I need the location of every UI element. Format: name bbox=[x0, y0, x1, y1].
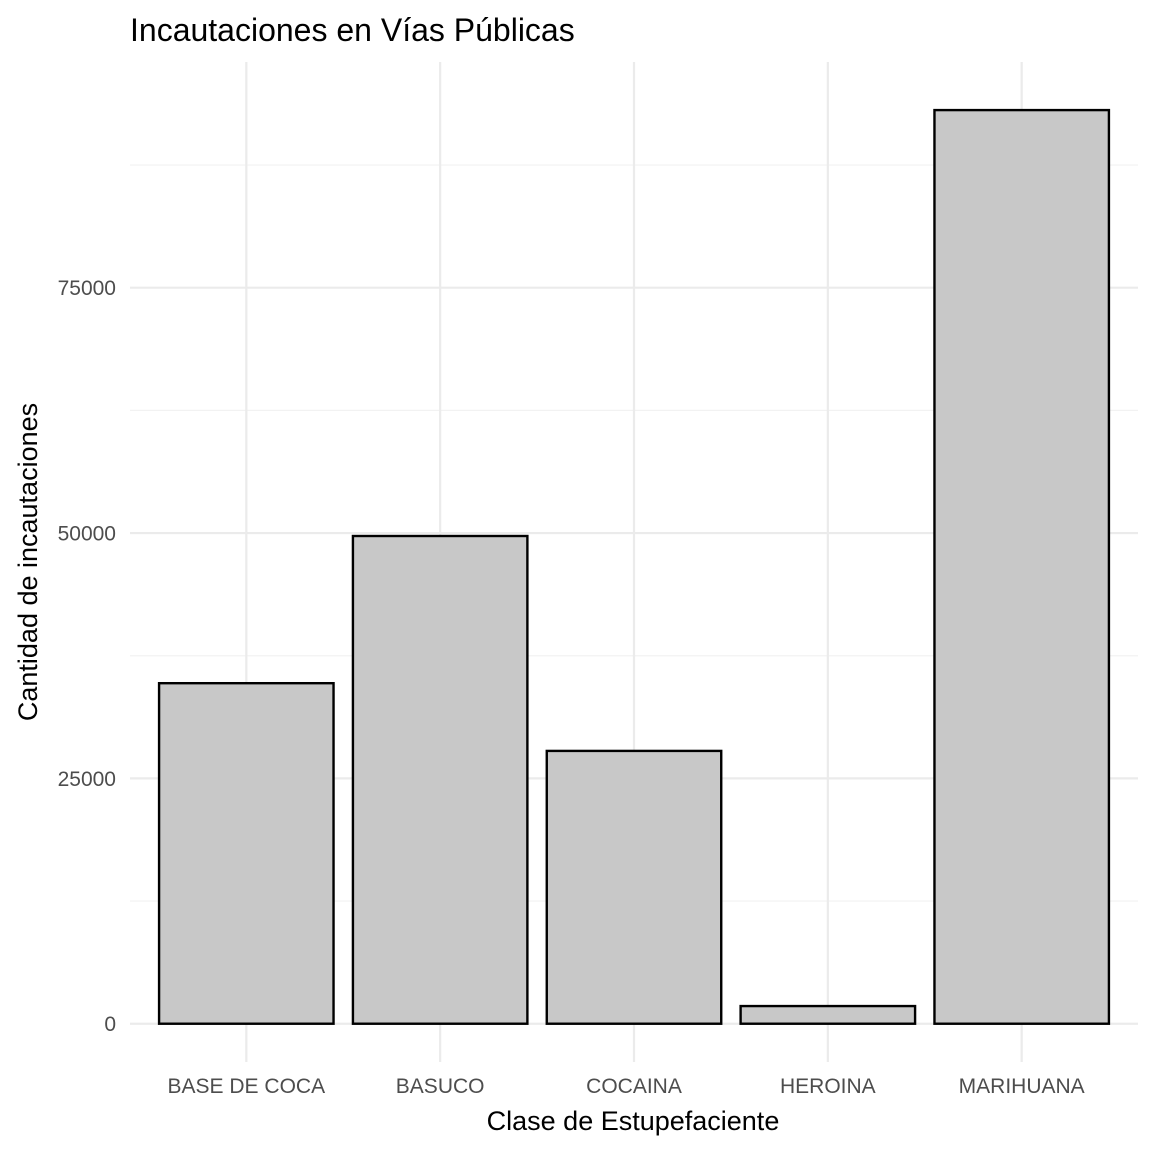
x-axis-ticks: BASE DE COCA BASUCO COCAINA HEROINA MARIHUAN… bbox=[168, 1075, 1085, 1098]
x-tick-label: MARIHUANA bbox=[959, 1075, 1085, 1098]
x-tick-label: BASE DE COCA bbox=[168, 1075, 326, 1098]
y-tick-label: 50000 bbox=[58, 523, 116, 546]
x-tick-label: HEROINA bbox=[780, 1075, 876, 1098]
y-tick-label: 0 bbox=[104, 1013, 116, 1036]
x-tick-label: COCAINA bbox=[586, 1075, 682, 1098]
y-axis-ticks: 0 25000 50000 75000 bbox=[58, 277, 116, 1036]
y-tick-label: 25000 bbox=[58, 768, 116, 791]
bar-marihuana bbox=[933, 108, 1111, 1025]
bars bbox=[157, 108, 1111, 1025]
y-tick-label: 75000 bbox=[58, 277, 116, 300]
bar-heroina bbox=[739, 1004, 917, 1025]
y-axis-title: Cantidad de incautaciones bbox=[13, 403, 43, 721]
chart-title: Incautaciones en Vías Públicas bbox=[130, 12, 575, 48]
x-tick-label: BASUCO bbox=[396, 1075, 485, 1098]
x-axis-title: Clase de Estupefaciente bbox=[487, 1106, 780, 1136]
bar-base-de-coca bbox=[157, 681, 335, 1025]
bar-cocaina bbox=[545, 749, 723, 1025]
bar-basuco bbox=[351, 534, 529, 1025]
